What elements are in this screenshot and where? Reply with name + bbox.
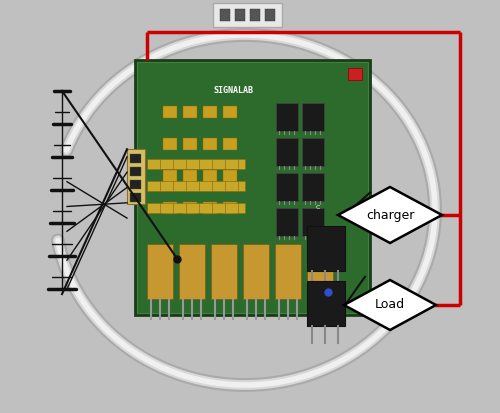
FancyBboxPatch shape [203,202,217,214]
FancyBboxPatch shape [183,138,197,150]
FancyBboxPatch shape [130,193,141,202]
Text: B-: B- [174,256,180,261]
FancyBboxPatch shape [302,173,324,202]
Text: Load: Load [375,299,405,311]
FancyBboxPatch shape [243,244,269,299]
FancyBboxPatch shape [348,68,362,80]
FancyBboxPatch shape [203,106,217,118]
FancyBboxPatch shape [130,154,141,164]
FancyBboxPatch shape [135,60,370,315]
FancyBboxPatch shape [302,138,324,166]
FancyBboxPatch shape [306,281,344,326]
Text: SIGNALAB: SIGNALAB [214,86,254,95]
FancyBboxPatch shape [276,103,298,131]
FancyBboxPatch shape [179,244,205,299]
Polygon shape [338,187,442,243]
FancyBboxPatch shape [213,3,282,27]
FancyBboxPatch shape [130,167,141,176]
FancyBboxPatch shape [235,9,245,21]
FancyBboxPatch shape [265,9,275,21]
FancyBboxPatch shape [130,180,141,189]
FancyBboxPatch shape [183,202,197,214]
FancyBboxPatch shape [203,138,217,150]
FancyBboxPatch shape [275,244,301,299]
FancyBboxPatch shape [147,203,246,213]
FancyBboxPatch shape [302,208,324,236]
FancyBboxPatch shape [223,202,237,214]
FancyBboxPatch shape [306,226,344,271]
FancyBboxPatch shape [250,9,260,21]
FancyBboxPatch shape [276,173,298,202]
FancyBboxPatch shape [302,103,324,131]
Polygon shape [344,280,436,330]
FancyBboxPatch shape [163,106,177,118]
FancyBboxPatch shape [203,170,217,182]
FancyBboxPatch shape [276,138,298,166]
FancyBboxPatch shape [276,208,298,236]
FancyBboxPatch shape [147,244,173,299]
FancyBboxPatch shape [211,244,237,299]
FancyBboxPatch shape [163,170,177,182]
Text: C: C [316,205,320,210]
Text: charger: charger [366,209,414,221]
FancyBboxPatch shape [127,149,145,204]
FancyBboxPatch shape [147,181,246,191]
FancyBboxPatch shape [220,9,230,21]
FancyBboxPatch shape [223,138,237,150]
FancyBboxPatch shape [223,106,237,118]
FancyBboxPatch shape [183,106,197,118]
FancyBboxPatch shape [163,202,177,214]
FancyBboxPatch shape [147,159,246,169]
FancyBboxPatch shape [183,170,197,182]
FancyBboxPatch shape [223,170,237,182]
FancyBboxPatch shape [163,138,177,150]
FancyBboxPatch shape [307,244,333,299]
